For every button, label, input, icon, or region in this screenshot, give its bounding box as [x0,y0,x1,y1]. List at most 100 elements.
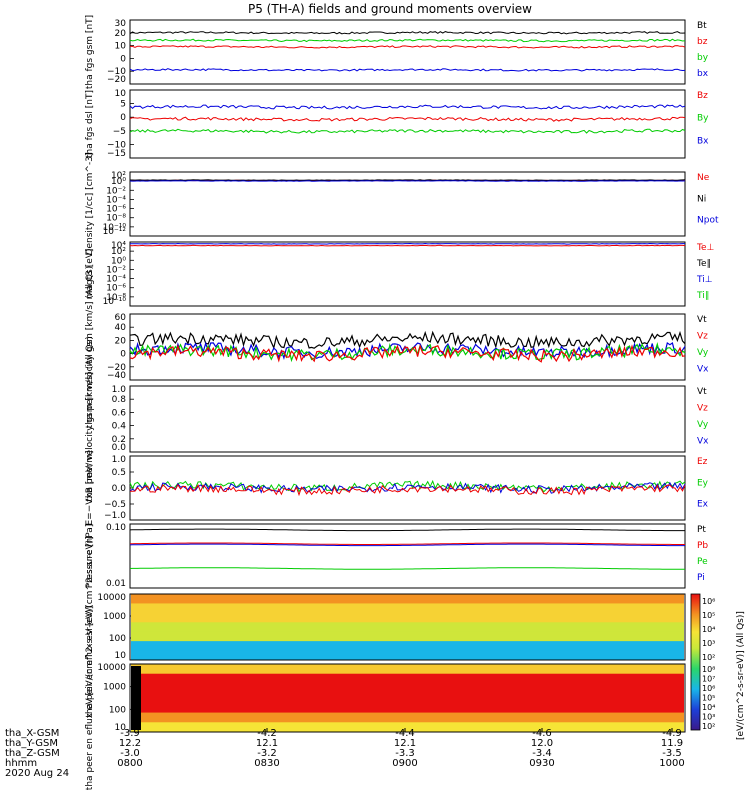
y-axis-label: Density [1/cc] [cm^-3] [85,153,95,256]
y-tick-label: −20 [107,75,126,85]
panel-frame [129,523,686,589]
heatmap-band [131,598,684,604]
colorbar-tick-ion: 10⁴ [702,625,715,634]
heatmap-band [131,722,684,728]
y-tick-label: 1.0 [112,455,127,465]
legend-entry: Ti⊥ [696,275,713,285]
y-tick-label: 20 [115,336,127,346]
legend-entry: Vx [697,365,709,375]
y-tick-label: 10 [115,651,127,661]
heatmap-band [131,664,684,670]
footer-z-0830: -3.2 [257,748,277,759]
y-axis-label: E=−VxB [mV/m] [85,450,95,525]
colorbar-label: [eV/(cm^2-s-sr-eV)] (All Qs)] [736,611,746,740]
colorbar-tick-electron: 10² [702,722,715,731]
legend-entry: Te⊥ [696,243,715,253]
y-tick-label: 10⁻⁴ [106,275,126,285]
colorbar-tick-ion: 10³ [702,639,715,648]
series-line-Pt [129,528,685,532]
heatmap-band [131,627,684,633]
footer-t-0800: 0800 [117,758,142,769]
legend-entry: Pe [697,557,708,567]
footer-x-0830: -4.2 [257,728,277,739]
colorbar-tick-electron: 10⁴ [702,703,715,712]
series-line-Ni [130,179,686,181]
footer-t-0930: 0930 [529,758,554,769]
y-tick-label: 10⁴ [111,241,126,251]
y-axis-label: tha peer velocity gsm [km/s] (All Qs) [85,336,95,501]
panel-frame [129,19,686,85]
y-tick-label: 100 [109,634,126,644]
y-tick-label: 10⁻¹⁰ [103,297,127,307]
heatmap-band [131,650,684,656]
series-line-Vt [129,330,686,350]
y-tick-label: 0.8 [112,395,127,405]
heatmap-band [131,727,684,733]
y-axis-label: tha fgs dsl [nT] [85,90,95,158]
legend-entry: Bz [697,91,708,101]
heatmap-band [131,603,684,609]
heatmap-gap [131,666,141,730]
y-tick-label: 10000 [97,663,126,673]
y-tick-label: 0.6 [112,408,127,418]
series-line-By [129,128,686,134]
legend-entry: Vt [697,315,707,325]
footer-x-0900: -4.4 [395,728,415,739]
footer-y-0900: 12.1 [394,738,416,749]
series-line-Pi [129,543,685,547]
legend-entry: Vx [697,437,709,447]
y-tick-label: 1000 [103,612,126,622]
y-tick-label: 10000 [97,593,126,603]
y-axis-label: tha peer en eflux eV [eV/(cm^2-s-sr-eV)] [85,606,95,790]
footer-labels: tha_X-GSM tha_Y-GSM tha_Z-GSM hhmm 2020 … [5,728,685,779]
panel-fgs_dsl: 105 0 −5 −10−15 tha fgs dsl [nT] Bz By Bx [85,89,709,159]
series-line-Ey [129,479,686,493]
panel-density: 10²10⁰10⁻²10⁻⁴10⁻⁶10⁻⁸10⁻¹⁰10⁻¹²Density … [85,153,719,256]
legend-entry: Ez [697,457,708,467]
colorbar-tick-electron: 10⁷ [702,675,715,684]
y-tick-label: −20 [107,363,126,373]
y-axis-label: tha peir velocity gsm [km/s] (All Qs) [85,266,95,428]
y-tick-label: 0.2 [112,435,126,445]
y-tick-label: 1000 [103,683,126,693]
legend-entry: Vz [697,404,708,414]
legend-entry: Pi [697,573,705,583]
y-tick-label: 40 [115,323,127,333]
series-line-Te [129,244,686,247]
footer-z-1000: -3.5 [662,748,682,759]
y-tick-label: −5 [113,127,126,137]
heatmap-band [131,683,684,689]
y-tick-label: 10 [115,42,127,52]
heatmap-band [131,636,684,642]
footer-label-hhmm: hhmm [5,758,37,769]
legend-entry: Ni [697,194,706,204]
legend-entry: Ne [697,173,710,183]
legend-entry: Vy [697,420,709,430]
y-tick-label: 10⁻¹⁰ [103,223,127,233]
heatmap-band [131,655,684,661]
y-tick-label: 5 [120,100,126,110]
series-line-Pe [129,567,685,570]
y-tick-label: 0.4 [112,422,127,432]
heatmap-band [131,678,684,684]
y-tick-label: 10⁻² [106,186,126,196]
y-axis-label: tha fgs gsm [nT] [85,15,95,89]
heatmap-frame [129,663,686,733]
y-tick-label: 0 [120,350,126,360]
legend-entry: Ey [697,478,709,488]
colorbar-tick-ion: 10⁵ [702,611,715,620]
heatmap-band [131,712,684,718]
heatmap-band [131,608,684,614]
series-line-by [129,38,686,43]
y-tick-label: 0.5 [112,468,126,478]
y-tick-label: 0.0 [112,443,127,453]
panel-electron_velocity: 1.0 0.8 0.6 0.4 0.20.0 tha peer velocity gsm … [85,336,709,501]
heatmap-band [131,698,684,704]
footer-t-1000: 1000 [659,758,684,769]
colorbar-tick-electron: 10³ [702,713,715,722]
legend-entry: Bx [697,136,709,146]
y-tick-label: 10⁻² [106,265,126,275]
